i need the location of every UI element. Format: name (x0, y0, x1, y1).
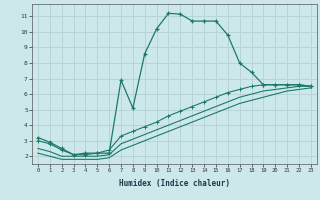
X-axis label: Humidex (Indice chaleur): Humidex (Indice chaleur) (119, 179, 230, 188)
